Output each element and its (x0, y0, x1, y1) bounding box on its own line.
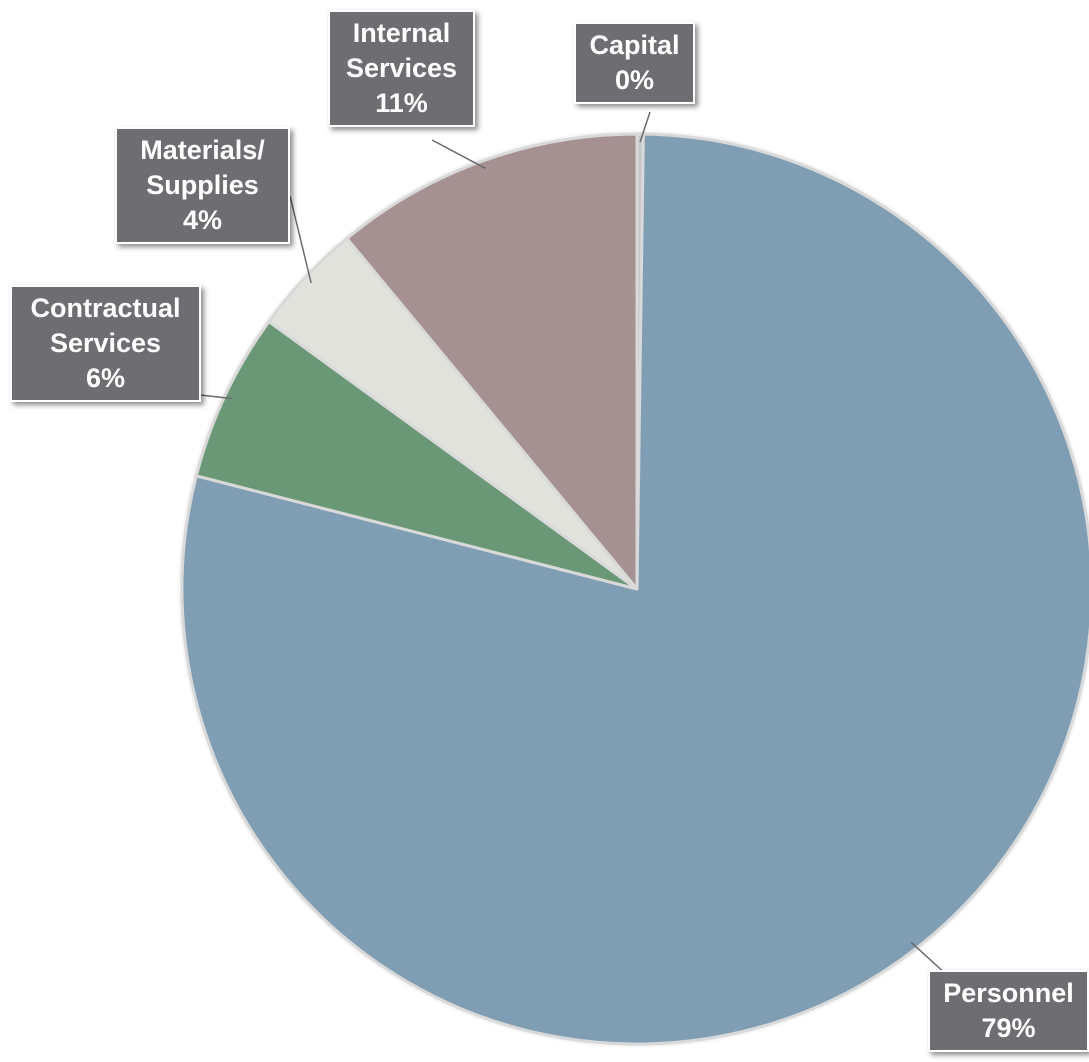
slice-label-materials-supplies: Materials/ Supplies 4% (115, 127, 290, 244)
slice-label-contractual-line3: 6% (85, 363, 126, 393)
slice-label-contractual-services: Contractual Services 6% (10, 285, 201, 402)
leader-line-internal-services (431, 139, 486, 170)
slice-label-materials-line2: Supplies (146, 170, 259, 200)
leader-line-contractual-services (199, 394, 233, 400)
pie-slice-contractual-services (194, 320, 639, 591)
slice-label-materials-line3: 4% (182, 205, 223, 235)
slice-label-materials-line1: Materials/ (140, 135, 265, 165)
slice-label-personnel: Personnel 79% (928, 970, 1089, 1052)
slice-label-internal-line2: Services (345, 53, 458, 83)
slice-label-internal-line3: 11% (375, 88, 428, 118)
slice-label-contractual-line2: Services (49, 328, 162, 358)
slice-label-capital-line1: Capital (589, 30, 680, 60)
pie-slice-internal-services (345, 132, 639, 591)
slice-label-capital: Capital 0% (574, 22, 695, 104)
pie-slices (180, 132, 1089, 1046)
slice-label-internal-services: Internal Services 11% (328, 10, 475, 127)
leader-line-materials-supplies (289, 195, 312, 284)
slice-label-contractual-line1: Contractual (30, 293, 181, 323)
slice-label-capital-line2: 0% (614, 65, 655, 95)
slice-label-personnel-line1: Personnel (943, 978, 1074, 1008)
leader-line-capital (639, 111, 651, 143)
slice-label-personnel-line2: 79% (981, 1013, 1036, 1043)
slice-label-internal-line1: Internal (352, 18, 451, 48)
